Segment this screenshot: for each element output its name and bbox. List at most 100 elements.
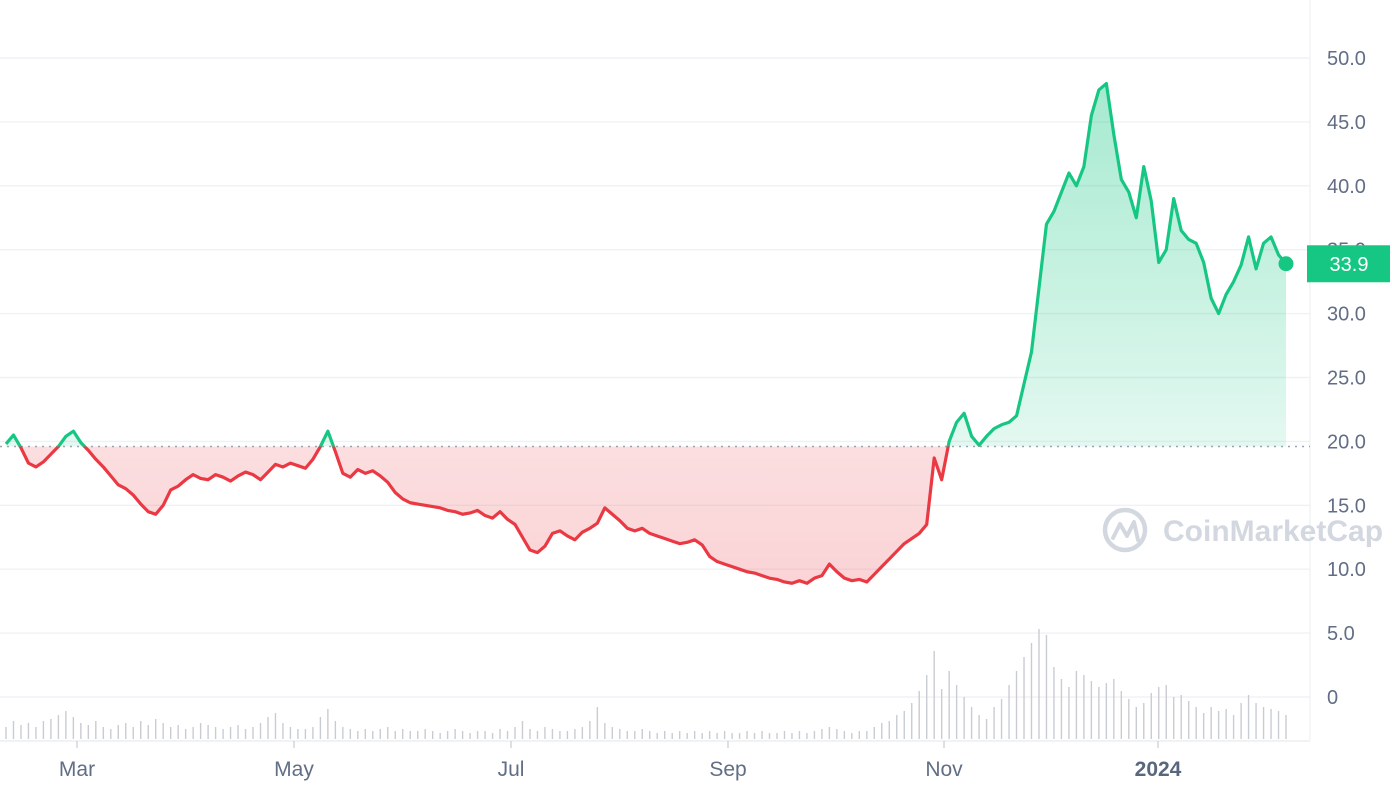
y-tick-label: 20.0 [1327, 431, 1366, 453]
volume-bar [1083, 675, 1085, 739]
volume-bar [177, 725, 179, 739]
volume-bar [357, 731, 359, 739]
area-fill-down [6, 446, 1286, 584]
y-tick-label: 40.0 [1327, 176, 1366, 198]
volume-bar [162, 723, 164, 739]
volume-bar [57, 715, 60, 739]
volume-bar [454, 729, 456, 739]
price-line-up [4, 81, 1288, 447]
volume-bar [589, 721, 591, 739]
y-axis: 05.010.015.020.025.030.035.040.045.050.0 [1327, 48, 1366, 709]
volume-bar [484, 731, 486, 739]
coinmarketcap-logo-icon [1102, 507, 1148, 553]
volume-bar [12, 721, 15, 739]
volume-bar [1195, 707, 1197, 739]
y-tick-label: 30.0 [1327, 304, 1366, 326]
volume-bar [1143, 703, 1145, 739]
volume-bar [110, 729, 112, 739]
volume-bar [461, 731, 464, 739]
volume-bar [327, 709, 329, 739]
volume-bar [1030, 643, 1033, 739]
volume-bar [155, 719, 157, 739]
current-price-dot [1278, 256, 1294, 272]
volume-bar [27, 723, 30, 739]
volume-bar [656, 733, 658, 739]
volume-bar [708, 731, 711, 739]
volume-bar [888, 721, 890, 739]
volume-bar [933, 651, 935, 739]
volume-bar [634, 731, 636, 739]
volume-bar [1158, 687, 1160, 739]
volume-bar [1008, 685, 1010, 739]
volume-bar [776, 733, 778, 739]
volume-bar [1098, 687, 1100, 739]
volume-bar [446, 731, 449, 739]
volume-bar [1173, 697, 1175, 739]
volume-bar [596, 707, 599, 739]
volume-bar [125, 723, 127, 739]
volume-bar [926, 675, 928, 739]
volume-bar [1015, 671, 1018, 739]
volume-bar [985, 719, 988, 739]
volume-bar [491, 733, 494, 739]
volume-bar [619, 729, 621, 739]
volume-bar [873, 727, 876, 739]
volume-bar [1210, 707, 1212, 739]
volume-bar [334, 721, 337, 739]
volume-bar [5, 727, 7, 739]
volume-bar [35, 727, 37, 739]
volume-bar [529, 729, 531, 739]
volume-bar [117, 725, 119, 739]
y-tick-label: 15.0 [1327, 495, 1366, 517]
volume-bar [514, 727, 516, 739]
volume-bars [5, 629, 1287, 739]
volume-bar [42, 721, 45, 739]
volume-bar [761, 731, 763, 739]
volume-bar [372, 731, 374, 739]
volume-bar [1053, 667, 1055, 739]
price-area [6, 83, 1286, 584]
volume-bar [252, 727, 254, 739]
volume-bar [649, 731, 651, 739]
volume-bar [521, 721, 524, 739]
volume-bar [72, 717, 75, 739]
volume-bar [566, 731, 569, 739]
volume-bar [813, 731, 816, 739]
volume-bar [1277, 711, 1280, 739]
volume-bar [611, 727, 614, 739]
volume-bar [1120, 691, 1123, 739]
volume-bar [409, 731, 411, 739]
volume-bar [723, 731, 726, 739]
volume-bar [551, 729, 554, 739]
volume-bar [1068, 687, 1070, 739]
volume-bar [731, 733, 733, 739]
volume-bar [836, 729, 838, 739]
volume-bar [259, 723, 262, 739]
volume-bar [1060, 679, 1063, 739]
volume-bar [1075, 671, 1078, 739]
coinmarketcap-watermark: CoinMarketCap [1102, 507, 1383, 553]
volume-bar [940, 689, 943, 739]
volume-bar [394, 731, 396, 739]
volume-bar [783, 731, 786, 739]
volume-bar [439, 733, 441, 739]
volume-bar [506, 731, 509, 739]
volume-bar [1045, 635, 1048, 739]
y-tick-label: 10.0 [1327, 559, 1366, 581]
volume-bar [222, 729, 224, 739]
volume-bar [1113, 679, 1115, 739]
volume-bar [544, 727, 546, 739]
volume-bar [1187, 701, 1190, 739]
volume-bar [319, 717, 322, 739]
watermark-text: CoinMarketCap [1163, 515, 1383, 548]
volume-bar [424, 729, 426, 739]
volume-bar [20, 725, 22, 739]
volume-bar [229, 727, 232, 739]
volume-bar [1247, 695, 1250, 739]
volume-bar [1150, 693, 1152, 739]
volume-bar [1105, 683, 1108, 739]
volume-bar [140, 721, 142, 739]
volume-bar [806, 733, 808, 739]
area-fill-up [6, 83, 1286, 447]
